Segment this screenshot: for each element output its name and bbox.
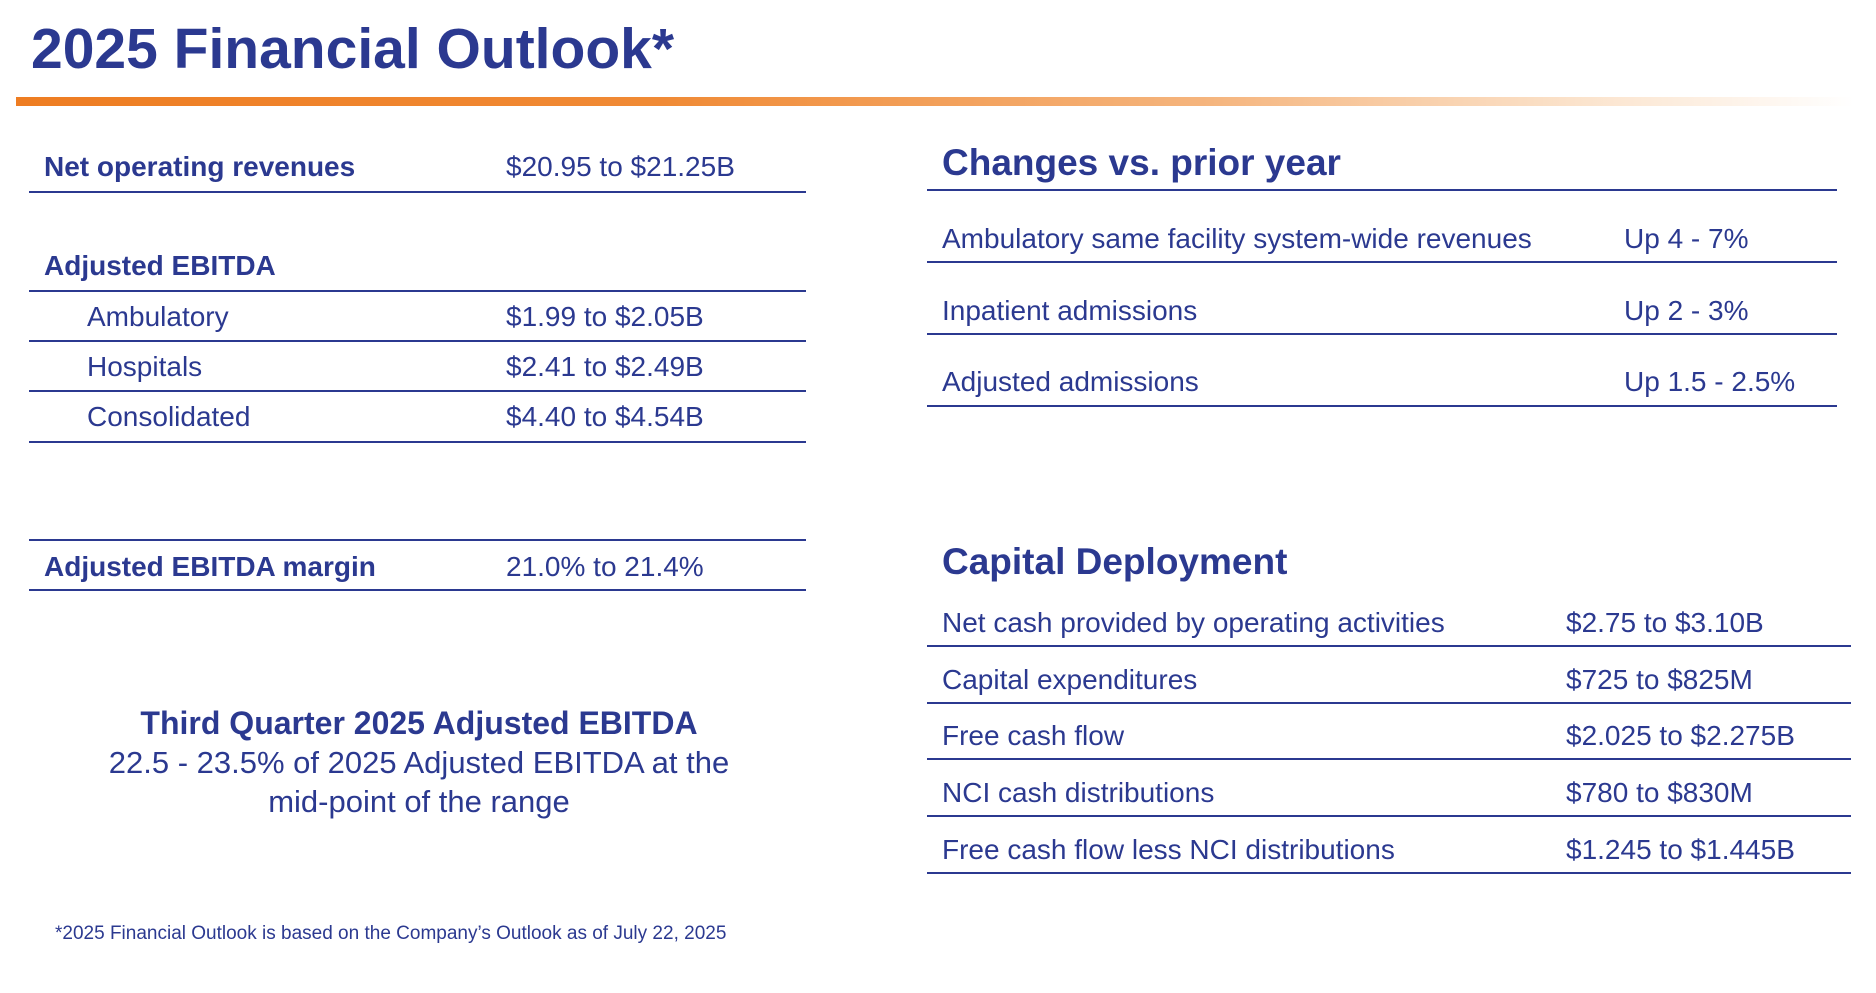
capital-row-value: $1.245 to $1.445B [1566,834,1795,865]
divider [927,645,1851,647]
divider [29,191,806,193]
divider [927,261,1837,263]
changes-heading: Changes vs. prior year [942,142,1341,183]
third-quarter-line-1: 22.5 - 23.5% of 2025 Adjusted EBITDA at … [108,745,730,780]
footnote: *2025 Financial Outlook is based on the … [55,923,727,944]
divider [927,405,1837,407]
ebitda-ambulatory-label: Ambulatory [87,301,229,332]
capital-row-label: Capital expenditures [942,664,1198,695]
capital-row-label: Net cash provided by operating activitie… [942,607,1445,638]
capital-row-value: $2.025 to $2.275B [1566,720,1795,751]
changes-row-value: Up 2 - 3% [1624,295,1749,326]
ebitda-hospitals-label: Hospitals [87,351,203,382]
changes-row-value: Up 1.5 - 2.5% [1624,366,1796,397]
capital-row-label: Free cash flow [942,720,1125,751]
divider [927,333,1837,335]
third-quarter-callout: Third Quarter 2025 Adjusted EBITDA 22.5 … [29,704,809,821]
divider [29,589,806,591]
capital-deployment-heading: Capital Deployment [942,541,1288,582]
ebitda-consolidated-label: Consolidated [87,401,251,432]
ebitda-consolidated-value: $4.40 to $4.54B [506,401,704,432]
net-operating-revenues-value: $20.95 to $21.25B [506,151,735,182]
divider [29,340,806,342]
capital-row-value: $725 to $825M [1566,664,1753,695]
adjusted-ebitda-heading: Adjusted EBITDA [44,250,276,281]
page-title: 2025 Financial Outlook* [31,17,675,81]
divider [29,539,806,541]
changes-row-label: Inpatient admissions [942,295,1198,326]
changes-row-label: Ambulatory same facility system-wide rev… [942,223,1532,254]
third-quarter-title: Third Quarter 2025 Adjusted EBITDA [140,705,698,741]
divider [927,872,1851,874]
capital-row-value: $780 to $830M [1566,777,1753,808]
adjusted-ebitda-margin-label: Adjusted EBITDA margin [44,551,376,582]
changes-row-value: Up 4 - 7% [1624,223,1749,254]
capital-row-label: NCI cash distributions [942,777,1215,808]
capital-row-value: $2.75 to $3.10B [1566,607,1764,638]
third-quarter-line-2: mid-point of the range [268,784,570,819]
divider [29,441,806,443]
changes-row-label: Adjusted admissions [942,366,1199,397]
capital-row-label: Free cash flow less NCI distributions [942,834,1395,865]
divider [927,702,1851,704]
ebitda-hospitals-value: $2.41 to $2.49B [506,351,704,382]
divider [29,290,806,292]
net-operating-revenues-label: Net operating revenues [44,151,356,182]
title-divider [16,97,1854,106]
ebitda-ambulatory-value: $1.99 to $2.05B [506,301,704,332]
adjusted-ebitda-margin-value: 21.0% to 21.4% [506,551,704,582]
divider [927,189,1837,191]
divider [927,758,1851,760]
divider [927,815,1851,817]
divider [29,390,806,392]
